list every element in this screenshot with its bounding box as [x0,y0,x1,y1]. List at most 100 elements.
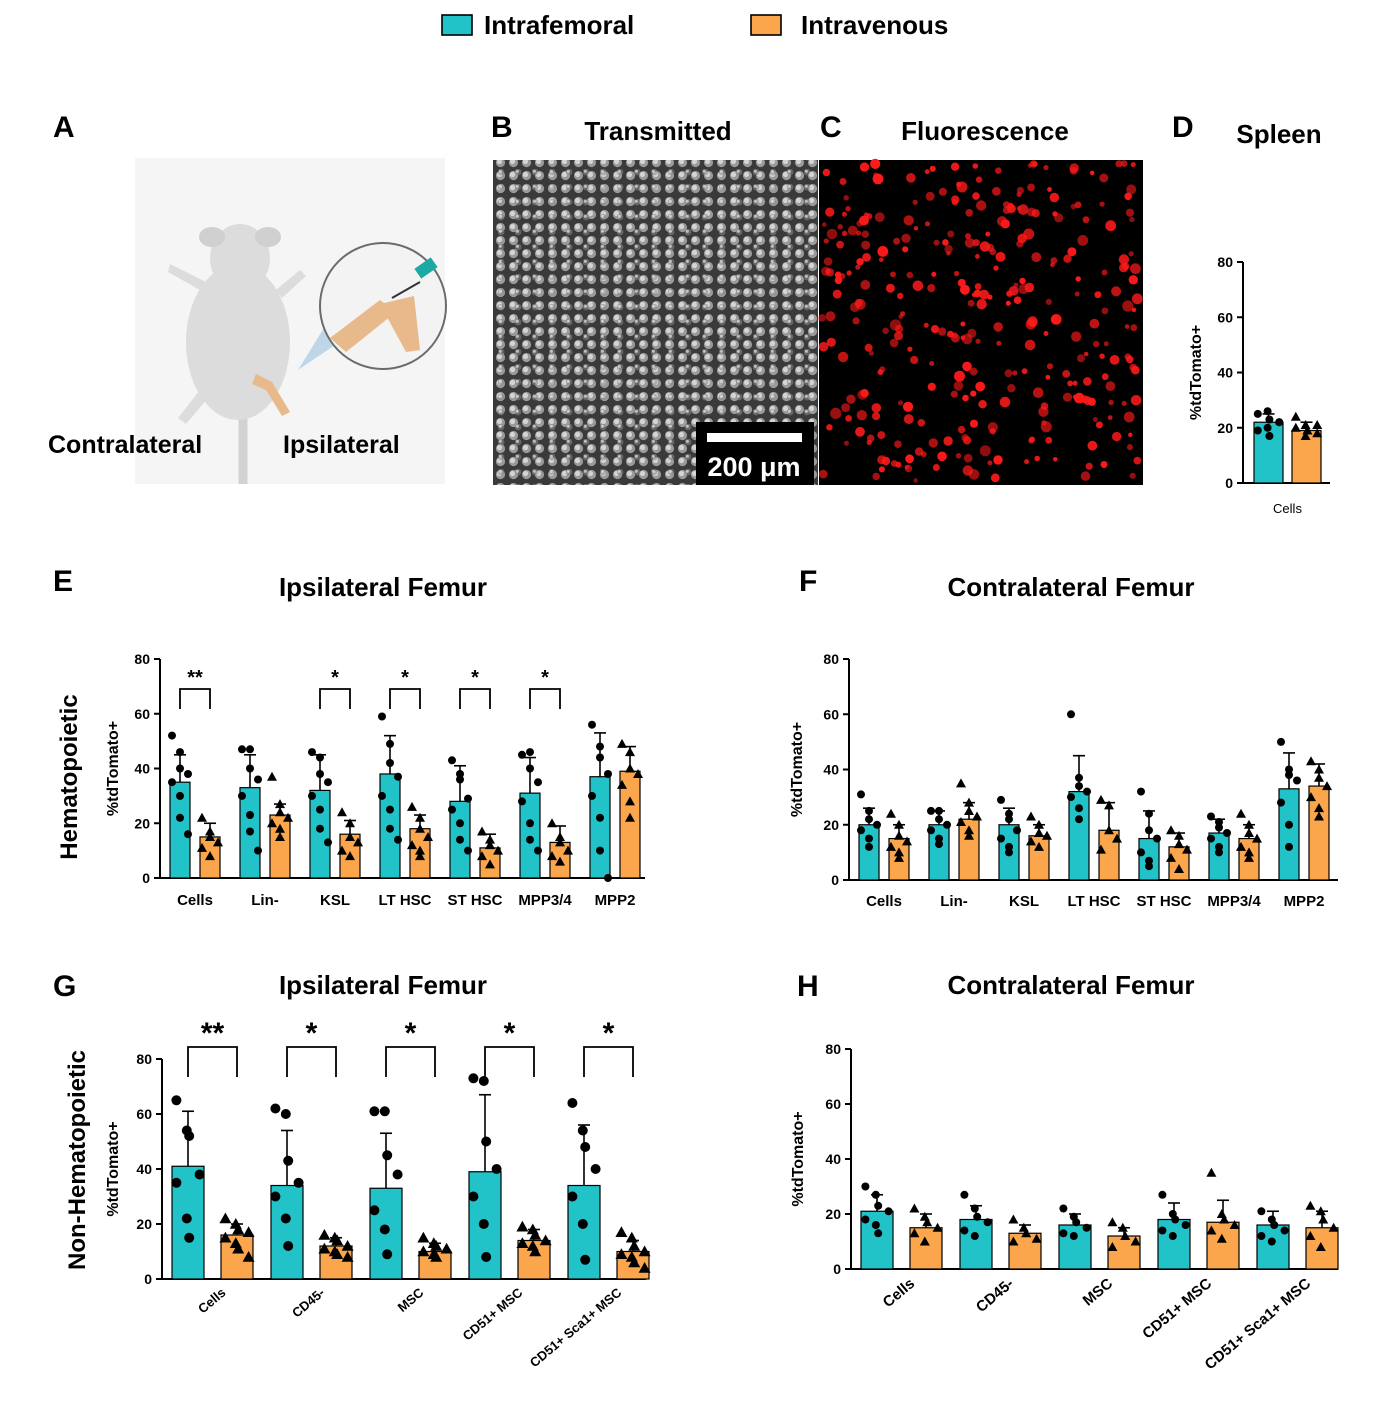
fluorescent-cell [954,270,960,277]
significance-marker: * [331,667,339,689]
data-point-circle [871,1190,880,1199]
data-point-circle [392,1169,403,1180]
fluorescent-cell [1072,394,1078,400]
fluorescent-cell [1131,307,1137,313]
scale-bar-label: 200 μm [707,452,800,482]
data-point-triangle [345,851,355,861]
fluorescent-cell [1004,369,1013,378]
data-point-circle [184,1131,195,1141]
fluorescent-cell [897,292,904,300]
fluorescent-cell [1029,160,1038,168]
data-point-triangle [1244,852,1254,862]
fluorescent-cell [927,382,936,391]
fluorescent-cell [877,431,886,440]
data-point-triangle [1315,1206,1326,1216]
data-point-triangle [197,842,207,852]
fluorescent-cell [1124,192,1132,201]
data-point-triangle [1318,1214,1329,1224]
data-point-triangle [197,812,207,822]
data-point-circle [874,1229,883,1238]
data-point-triangle [213,837,223,847]
x-tick-label: ST HSC [1136,893,1191,910]
data-point-triangle [886,808,896,818]
fluorescent-cell [979,289,989,300]
fluorescent-cell [841,403,851,413]
fluorescent-cell [961,434,969,442]
fluorescent-cell [903,414,914,425]
fluorescent-cell [1128,251,1134,257]
fluorescent-cell [1000,219,1011,229]
fluorescent-cell [999,396,1011,408]
fluorescent-cell [910,355,919,365]
fluorescent-cell [1115,160,1123,168]
fluorescent-cell [1013,282,1019,288]
data-point-circle [865,815,873,824]
fluorescent-cell [1047,187,1052,192]
fluorescent-cell [943,436,953,446]
data-point-triangle [886,841,896,851]
data-point-circle [308,791,316,800]
panel-letter-a: A [53,111,75,144]
fluorescent-cell [1074,291,1080,297]
bar-intrafemoral [589,776,611,879]
data-point-circle [1207,834,1215,843]
data-point-circle [1263,423,1272,432]
data-point-triangle [407,801,417,811]
fluorescent-cell [846,394,856,404]
bar-intrafemoral [519,792,541,879]
fluorescent-cell [960,321,966,327]
data-point-triangle [1244,819,1254,829]
panel-title-g: Ipsilateral Femur [279,970,487,1000]
data-point-triangle [353,837,363,847]
y-tick-label: 40 [825,1151,841,1167]
fluorescent-cell [839,178,847,185]
x-tick-label: MPP3/4 [1207,893,1261,910]
data-point-triangle [417,1245,430,1257]
label-contralateral: Contralateral [48,431,202,459]
fluorescent-cell [975,176,983,183]
fluorescent-cell [1034,455,1040,462]
significance-marker: * [405,1017,417,1050]
x-tick-label: CD51+ MSC [460,1284,526,1343]
data-point-triangle [275,799,285,809]
data-point-circle [567,1191,578,1202]
fluorescent-cell [894,331,903,341]
fluorescent-cell [979,445,991,457]
data-point-triangle [625,747,635,757]
panel-letter-g: G [53,970,76,1003]
data-point-circle [1265,415,1274,424]
data-point-triangle [1206,1167,1217,1177]
row-label-hematopoietic: Hematopoietic [56,694,83,859]
data-point-circle [1223,829,1231,837]
data-point-circle [526,819,534,828]
fluorescent-cell [845,415,852,422]
fluorescent-cell [1126,355,1134,364]
panel-title-d: Spleen [1236,119,1321,149]
fluorescent-cell [1031,252,1042,262]
x-tick-label: Cells [1273,501,1302,516]
fluorescent-cell [924,169,930,175]
data-point-triangle [1300,431,1311,441]
data-point-triangle [922,1217,933,1227]
data-point-circle [456,819,464,828]
data-point-triangle [1107,1242,1118,1251]
data-point-circle [464,794,472,803]
data-point-circle [590,1164,601,1174]
data-point-triangle [242,1251,255,1262]
data-point-circle [378,712,386,721]
fluorescent-cell [947,230,955,238]
data-point-circle [596,846,604,855]
x-tick-label: KSL [320,892,350,909]
fluorescent-cell [913,226,919,231]
fluorescent-cell [1108,399,1114,406]
fluorescent-cell [871,403,882,413]
fluorescent-cell [889,319,902,331]
fluorescent-cell [894,440,902,449]
data-point-triangle [1117,1222,1128,1232]
x-tick-label: MSC [395,1284,427,1314]
data-point-triangle [423,831,433,841]
significance-bracket [583,1046,634,1077]
fluorescent-cell [1053,457,1058,462]
fluorescent-cell [1049,192,1060,203]
data-point-triangle [547,851,557,861]
